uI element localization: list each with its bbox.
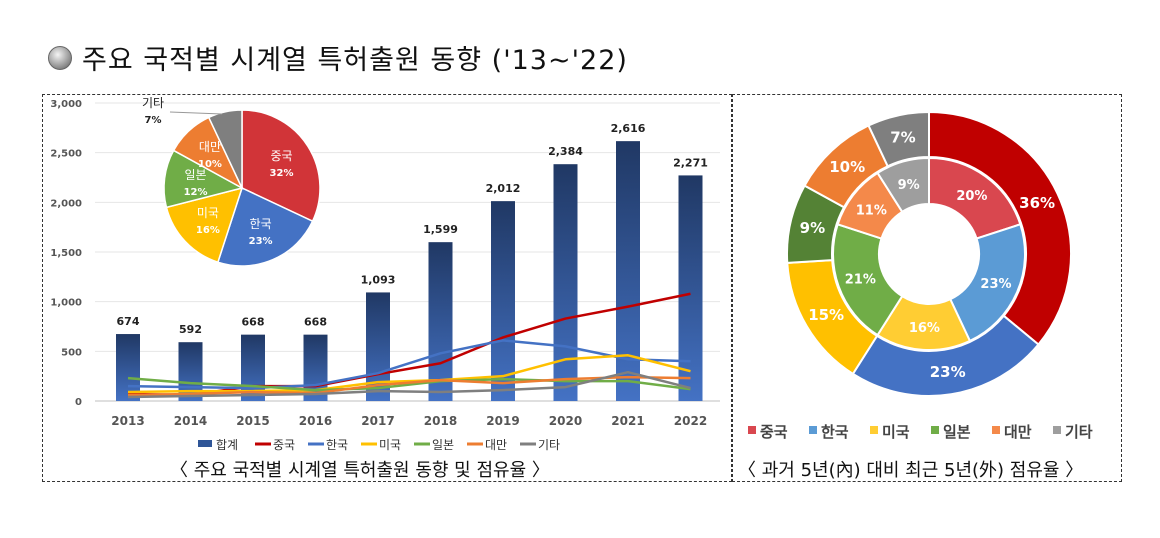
x-tick-label: 2015 (236, 414, 269, 428)
outer-value-label: 15% (808, 306, 844, 324)
legend-label: 대만 (485, 438, 507, 452)
bar-value-label: 668 (304, 316, 327, 329)
pie-value-label: 12% (184, 187, 208, 198)
legend-swatch (1053, 426, 1061, 434)
outer-value-label: 7% (890, 128, 915, 146)
line-일본 (127, 376, 691, 392)
bar-2019 (491, 201, 515, 401)
y-tick-label: 1,500 (50, 248, 82, 259)
left-caption: 〈 주요 국적별 시계열 특허출원 동향 및 점유율 〉 (170, 460, 550, 481)
bar-2021 (616, 141, 640, 402)
bar-value-label: 674 (117, 315, 140, 328)
y-tick-label: 500 (61, 347, 82, 358)
pie-value-label: 23% (249, 236, 273, 247)
line-미국 (127, 354, 691, 394)
x-tick-label: 2020 (549, 414, 582, 428)
pie-slice-기타 (207, 109, 243, 189)
legend-label: 한국 (821, 423, 849, 441)
legend-label: 일본 (943, 423, 971, 441)
inner-segment-기타 (876, 156, 930, 214)
pie-name-label: 중국 (270, 149, 292, 163)
y-tick-label: 2,500 (50, 149, 82, 160)
page-title-text: 주요 국적별 시계열 특허출원 동향 ('13~'22) (82, 45, 628, 76)
legend-label: 미국 (379, 438, 401, 452)
legend-label: 한국 (326, 438, 348, 452)
pie-slice-중국 (241, 109, 321, 223)
legend-swatch (992, 426, 1000, 434)
legend-label: 대만 (1004, 423, 1032, 441)
legend-label: 중국 (760, 423, 788, 441)
legend-label: 기타 (538, 438, 560, 452)
x-tick-label: 2013 (111, 414, 144, 428)
x-tick-label: 2016 (299, 414, 332, 428)
bar-value-label: 1,599 (423, 223, 458, 236)
legend-swatch (809, 426, 817, 434)
bar-value-label: 592 (179, 323, 202, 336)
line-한국 (127, 339, 691, 390)
outer-value-label: 23% (930, 363, 966, 381)
right-caption: 〈 과거 5년(內) 대비 최근 5년(外) 점유율 〉 (738, 460, 1084, 481)
bar-2020 (553, 164, 578, 401)
pie-value-label: 32% (270, 168, 294, 179)
legend-swatch (931, 426, 939, 434)
pie-name-label: 미국 (197, 206, 219, 220)
legend-label: 일본 (432, 438, 454, 452)
bar-value-label: 2,384 (548, 145, 583, 158)
x-tick-label: 2014 (174, 414, 207, 428)
bullet-icon (48, 45, 72, 70)
pie-slice-한국 (216, 186, 314, 267)
inner-value-label: 21% (845, 273, 876, 288)
pie-value-label: 16% (196, 225, 220, 236)
inner-value-label: 20% (956, 189, 987, 204)
page-title: 주요 국적별 시계열 특허출원 동향 ('13~'22) (48, 38, 628, 77)
pie-value-label: 10% (198, 159, 222, 170)
pie-slice-미국 (165, 186, 244, 264)
line-중국 (127, 292, 691, 397)
bar-value-label: 2,271 (673, 156, 708, 169)
bar-2018 (428, 242, 453, 401)
pie-value-label: 7% (145, 115, 162, 126)
bar-2013 (116, 334, 140, 401)
inner-value-label: 23% (980, 277, 1011, 292)
legend-label: 중국 (273, 438, 295, 452)
y-tick-label: 3,000 (50, 99, 82, 110)
outer-value-label: 9% (800, 219, 825, 237)
y-tick-label: 0 (75, 397, 82, 408)
inner-value-label: 11% (856, 203, 887, 218)
x-tick-label: 2021 (611, 414, 644, 428)
x-tick-label: 2019 (486, 414, 519, 428)
y-tick-label: 1,000 (50, 298, 82, 309)
bar-2022 (678, 175, 703, 401)
bar-value-label: 668 (242, 316, 265, 329)
pie-name-label: 대만 (199, 140, 221, 154)
x-tick-label: 2017 (361, 414, 394, 428)
legend-label: 미국 (882, 423, 910, 441)
outer-value-label: 10% (829, 158, 865, 176)
legend-swatch (198, 440, 212, 447)
line-기타 (127, 370, 691, 399)
pie-name-label: 한국 (250, 217, 272, 231)
legend-swatch (870, 426, 878, 434)
x-tick-label: 2018 (424, 414, 457, 428)
pie-name-label: 일본 (185, 168, 207, 182)
legend-swatch (748, 426, 756, 434)
right-chart-panel (732, 94, 1122, 482)
x-tick-label: 2022 (674, 414, 707, 428)
bar-value-label: 2,012 (486, 182, 521, 195)
legend-label: 합계 (216, 438, 238, 452)
leader-line (169, 111, 223, 115)
bar-value-label: 1,093 (361, 273, 396, 286)
pie-name-label: 기타 (142, 96, 164, 110)
inner-value-label: 16% (909, 321, 940, 336)
y-tick-label: 2,000 (50, 198, 82, 209)
line-대만 (127, 375, 691, 397)
outer-value-label: 36% (1019, 194, 1055, 212)
legend-label: 기타 (1065, 423, 1093, 441)
bar-value-label: 2,616 (611, 122, 646, 135)
left-chart-panel (42, 94, 732, 482)
inner-value-label: 9% (898, 178, 920, 193)
